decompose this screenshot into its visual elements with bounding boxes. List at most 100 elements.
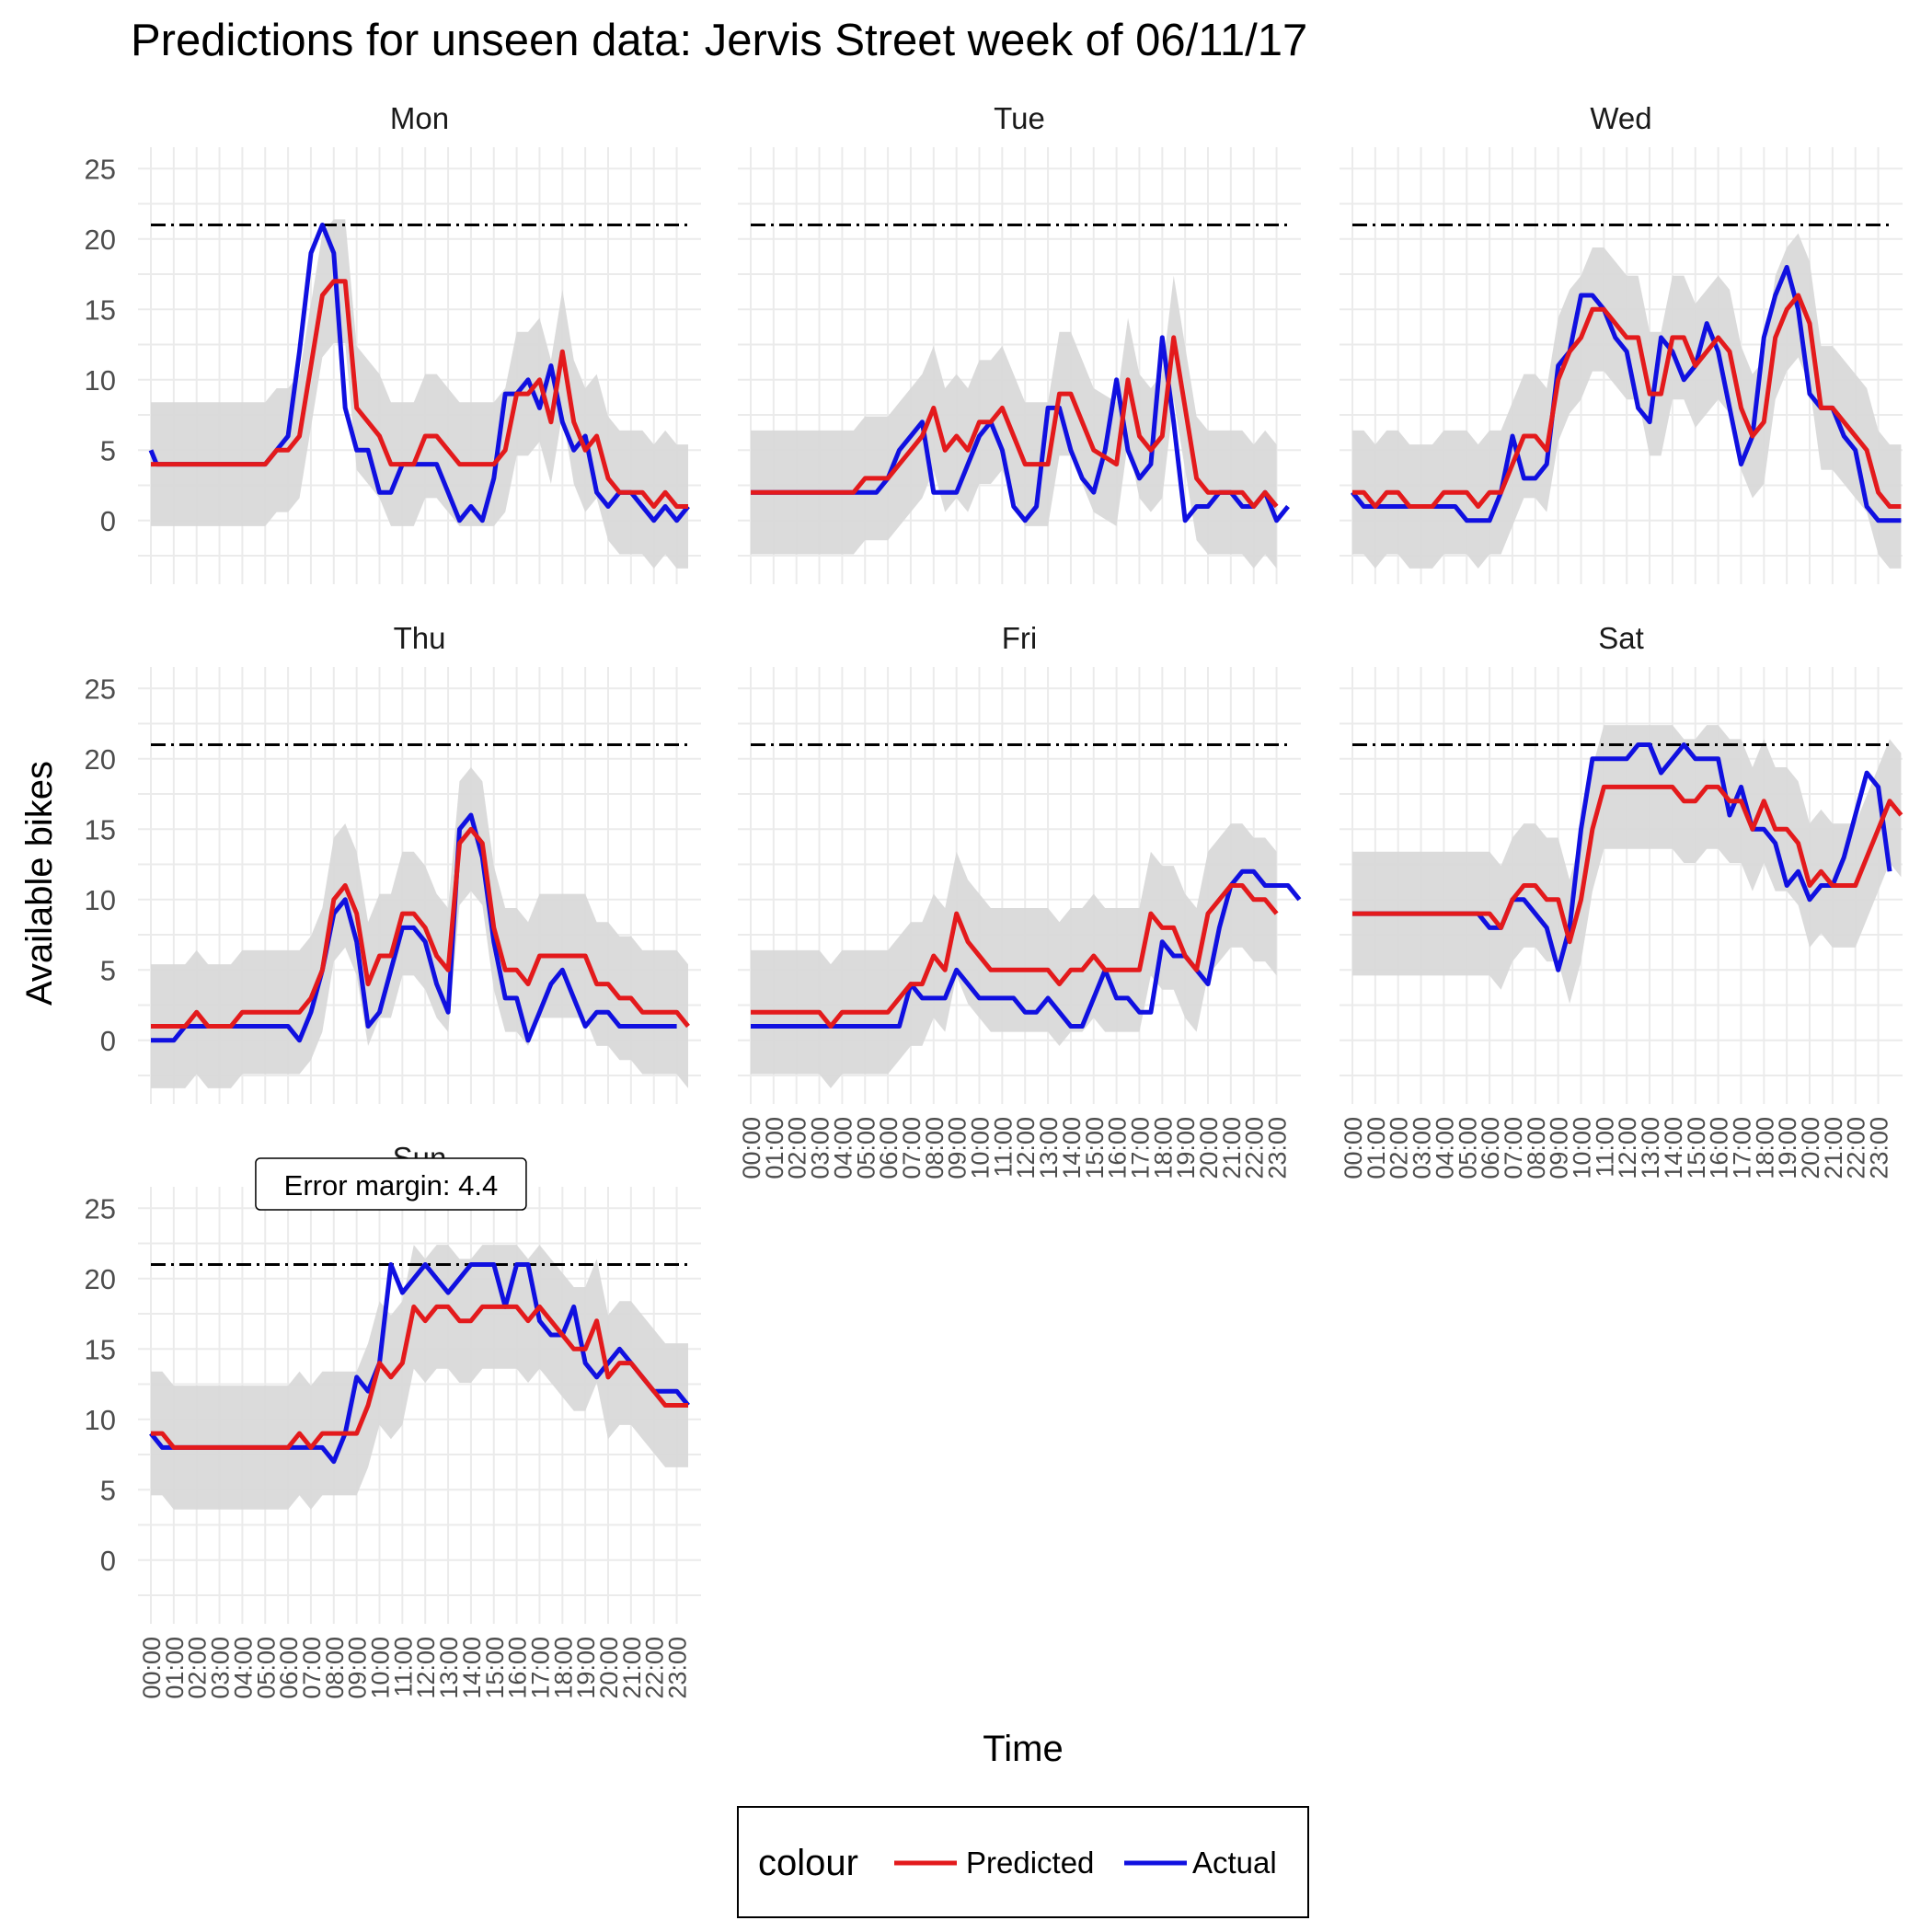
x-tick-label: 12:00 [1614,1117,1641,1179]
x-tick-label: 18:00 [1751,1117,1778,1179]
predicted-line-mon [151,279,688,509]
x-tick-label: 12:00 [1012,1117,1040,1179]
x-tick-label: 01:00 [161,1637,189,1699]
error-band-fri [751,823,1277,1088]
strip-label-thu: Thu [394,621,446,655]
strip-label-tue: Tue [994,101,1045,135]
x-tick-label: 19:00 [1774,1117,1801,1179]
y-tick-label: 5 [100,954,116,986]
x-tick-label: 22:00 [1843,1117,1870,1179]
x-tick-label: 20:00 [595,1637,623,1699]
x-tick-label: 16:00 [504,1637,532,1699]
y-tick-label: 0 [100,505,116,537]
x-tick-label: 18:00 [1149,1117,1177,1179]
y-tick-label: 25 [85,673,116,705]
predicted-line-fri [751,883,1279,1029]
strip-label-fri: Fri [1002,621,1037,655]
x-tick-label: 09:00 [344,1637,372,1699]
x-tick-label: 16:00 [1706,1117,1733,1179]
panel-sun: Sun051015202500:0001:0002:0003:0004:0005… [85,1141,701,1699]
y-tick-label: 0 [100,1025,116,1057]
error-band-thu [151,766,688,1088]
actual-line-mon [148,223,690,523]
actual-line-sat [1352,742,1892,972]
y-tick-label: 5 [100,434,116,466]
x-tick-label: 05:00 [252,1637,280,1699]
x-tick-label: 15:00 [481,1637,509,1699]
panel-thu: Thu 0 5 10 15 20 25 [85,621,701,1104]
x-tick-label: 16:00 [1104,1117,1132,1179]
x-tick-label: 08:00 [321,1637,349,1699]
panel-wed: Wed [1340,101,1903,584]
x-tick-label: 10:00 [367,1637,395,1699]
y-tick-label: 25 [85,153,116,185]
x-tick-label: 21:00 [1218,1117,1246,1179]
x-tick-label: 04:00 [1431,1117,1458,1179]
x-tick-label: 06:00 [875,1117,903,1179]
panel-tue: Tue [738,101,1301,584]
y-tick-label: 20 [85,743,116,776]
x-tick-label: 23:00 [1866,1117,1893,1179]
x-axis-title: Time [983,1729,1063,1769]
y-tick-label: 20 [85,1263,116,1295]
x-tick-label: 03:00 [207,1637,235,1699]
panels-layer: Mon 0 5 10 15 20 25 Tue Wed Thu 0 5 10 15 20 25 Fri 00:00… [85,101,1903,1699]
y-tick-label: 15 [85,813,116,845]
x-tick-label: 00:00 [738,1117,765,1179]
x-tick-label: 14:00 [1660,1117,1687,1179]
y-tick-label: 10 [85,884,116,916]
x-tick-label: 11:00 [1591,1117,1618,1178]
x-tick-label: 11:00 [389,1637,417,1697]
x-tick-label: 05:00 [852,1117,880,1179]
legend-title: colour [758,1843,858,1883]
y-tick-label: 5 [100,1474,116,1506]
y-axis-title: Available bikes [19,761,60,1006]
annotation-label: Error margin: 4.4 [284,1169,499,1202]
error-band-tue [751,275,1277,569]
legend: colour Predicted Actual [737,1806,1309,1918]
x-tick-label: 10:00 [1569,1117,1596,1179]
x-tick-label: 11:00 [989,1117,1017,1178]
strip-label-sat: Sat [1598,621,1644,655]
x-tick-label: 04:00 [829,1117,857,1179]
x-tick-label: 22:00 [641,1637,669,1699]
x-tick-label: 00:00 [138,1637,166,1699]
x-tick-label: 17:00 [526,1637,554,1699]
legend-label-actual: Actual [1192,1846,1277,1880]
actual-line-sun [149,1262,690,1465]
y-tick-label: 15 [85,293,116,326]
x-tick-label: 17:00 [1126,1117,1154,1179]
x-tick-label: 15:00 [1081,1117,1109,1179]
predicted-line-thu [151,826,690,1029]
strip-label-wed: Wed [1590,101,1651,135]
actual-line-tue [751,335,1290,523]
legend-box [737,1806,1309,1918]
x-tick-label: 06:00 [275,1637,303,1699]
predicted-line-tue [751,335,1279,509]
x-tick-label: 17:00 [1728,1117,1755,1179]
actual-line-fri [751,868,1302,1029]
x-tick-label: 00:00 [1340,1117,1367,1179]
x-tick-label: 20:00 [1797,1117,1824,1179]
actual-line-thu [151,812,677,1043]
error-band-wed [1352,233,1902,569]
predicted-line-sun [151,1304,688,1450]
x-tick-label: 08:00 [1523,1117,1550,1179]
y-tick-label: 15 [85,1333,116,1365]
x-tick-label: 03:00 [807,1117,834,1179]
annotation-box [255,1157,527,1211]
x-tick-label: 22:00 [1241,1117,1269,1179]
y-tick-label: 0 [100,1545,116,1577]
x-tick-label: 04:00 [229,1637,257,1699]
x-tick-label: 01:00 [761,1117,788,1179]
x-tick-label: 02:00 [184,1637,212,1699]
x-tick-label: 19:00 [1172,1117,1200,1179]
y-tick-label: 10 [85,364,116,397]
x-tick-label: 02:00 [1386,1117,1413,1179]
x-tick-label: 23:00 [1264,1117,1292,1179]
x-tick-label: 12:00 [412,1637,440,1699]
panel-sat: Sat 00:0001:0002:0003:0004:0005:0006:0007… [1340,621,1903,1179]
x-tick-label: 13:00 [1637,1117,1664,1179]
x-tick-label: 15:00 [1683,1117,1710,1179]
